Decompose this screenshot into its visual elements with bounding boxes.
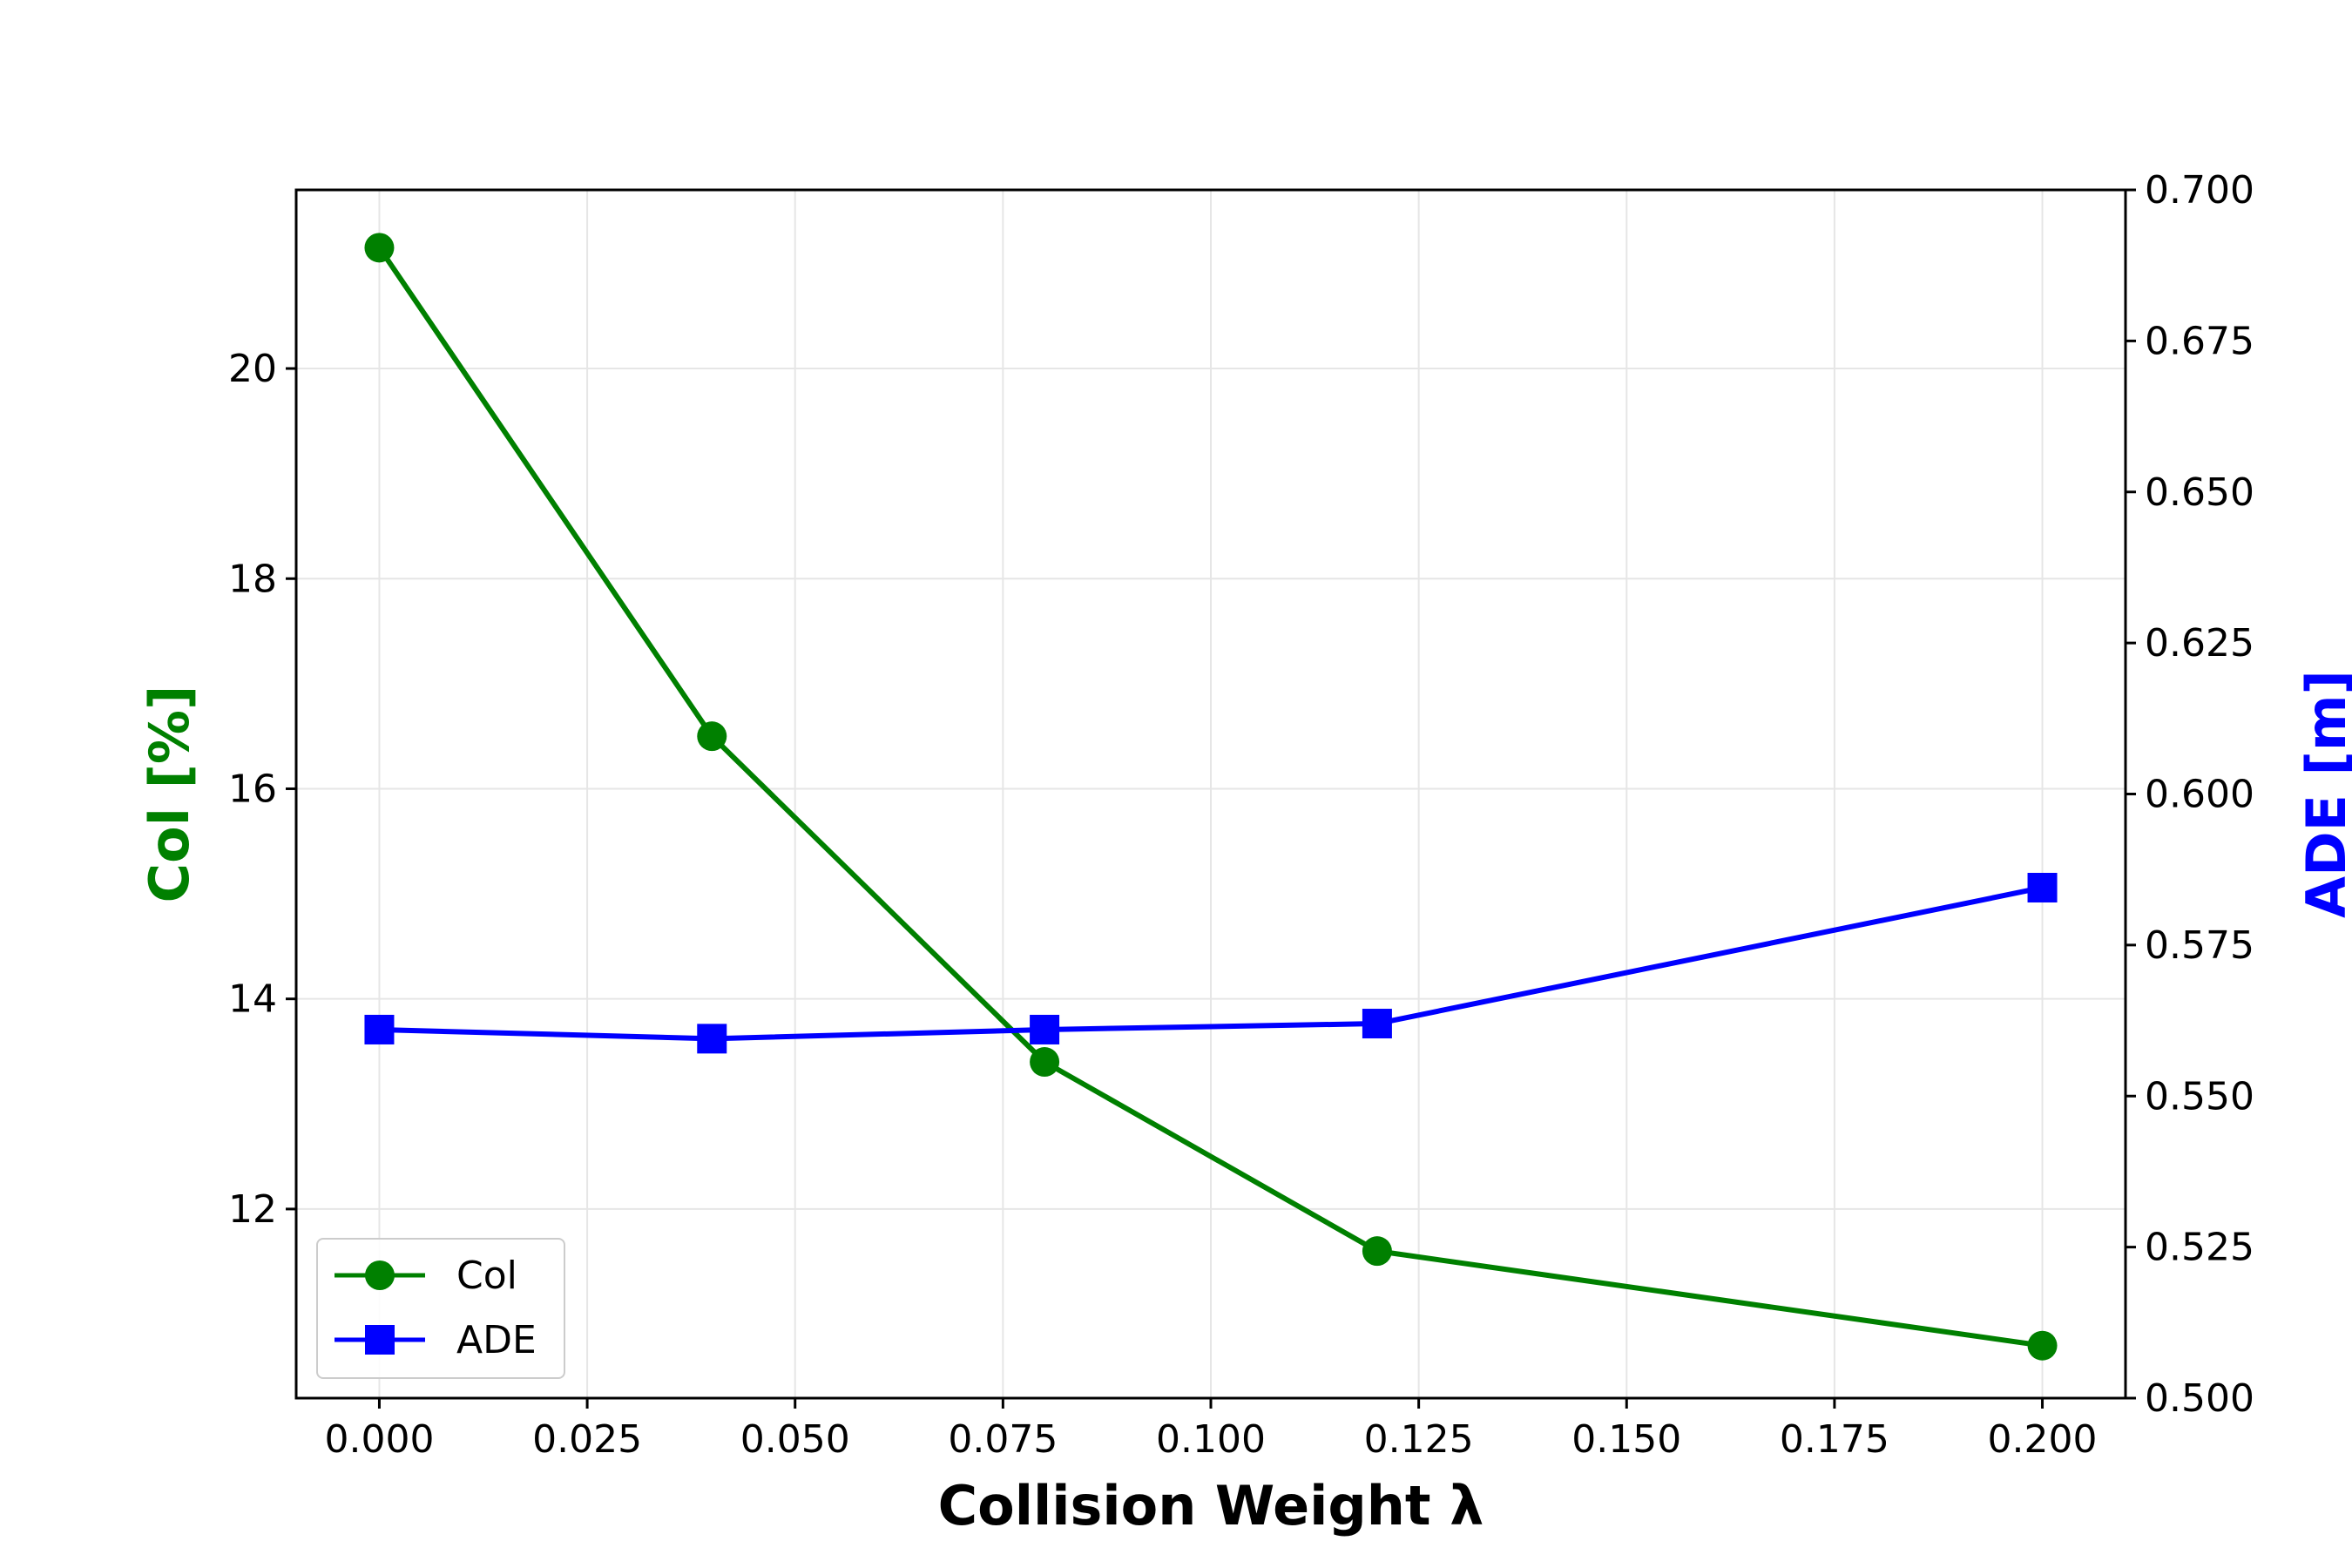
series-markers xyxy=(364,233,2058,1361)
x-tick-label: 0.050 xyxy=(740,1417,850,1462)
data-point-col xyxy=(1030,1047,1060,1078)
data-point-ade xyxy=(2027,872,2058,902)
legend-label-ade: ADE xyxy=(456,1318,537,1362)
x-tick-label: 0.075 xyxy=(948,1417,1058,1462)
y-right-tick-label: 0.650 xyxy=(2145,470,2254,515)
data-point-col xyxy=(697,721,727,752)
y-right-tick-label: 0.575 xyxy=(2145,923,2254,968)
axis-ticks: 0.000 0.025 0.050 0.075 0.100 0.125 0.150 0.175… xyxy=(228,168,2254,1462)
x-tick-label: 0.175 xyxy=(1780,1417,1889,1462)
legend-marker-ade xyxy=(365,1325,395,1355)
y-right-axis-title: ADE [m] xyxy=(2295,670,2352,918)
y-left-tick-label: 18 xyxy=(228,557,277,601)
y-right-tick-label: 0.500 xyxy=(2145,1376,2254,1421)
y-left-axis-title: Col [%] xyxy=(138,686,201,903)
y-right-tick-label: 0.700 xyxy=(2145,168,2254,213)
legend-entry-ade: ADE xyxy=(335,1318,537,1362)
data-point-ade xyxy=(364,1014,395,1044)
y-right-tick-label: 0.525 xyxy=(2145,1226,2254,1270)
legend-entry-col: Col xyxy=(335,1254,517,1298)
data-point-col xyxy=(2027,1330,2058,1361)
y-left-tick-label: 20 xyxy=(228,347,277,391)
x-tick-label: 0.125 xyxy=(1364,1417,1474,1462)
y-left-tick-label: 16 xyxy=(228,767,277,811)
x-tick-label: 0.025 xyxy=(532,1417,642,1462)
data-point-col xyxy=(1362,1236,1392,1267)
y-left-tick-label: 14 xyxy=(228,977,277,1022)
x-axis-title: Collision Weight λ xyxy=(938,1474,1484,1538)
data-point-ade xyxy=(1030,1014,1060,1044)
y-left-tick-label: 12 xyxy=(228,1187,277,1232)
data-point-ade xyxy=(1362,1009,1392,1039)
data-point-ade xyxy=(697,1024,727,1054)
y-right-tick-label: 0.600 xyxy=(2145,773,2254,817)
data-point-col xyxy=(364,233,395,263)
legend: Col ADE xyxy=(316,1238,565,1379)
y-right-tick-label: 0.550 xyxy=(2145,1074,2254,1119)
x-tick-label: 0.000 xyxy=(324,1417,434,1462)
y-right-tick-label: 0.625 xyxy=(2145,621,2254,666)
x-tick-label: 0.100 xyxy=(1156,1417,1266,1462)
x-tick-label: 0.150 xyxy=(1571,1417,1681,1462)
y-right-tick-label: 0.675 xyxy=(2145,319,2254,363)
x-tick-label: 0.200 xyxy=(1988,1417,2098,1462)
grid xyxy=(296,190,2126,1398)
legend-label-col: Col xyxy=(456,1254,517,1298)
legend-marker-col xyxy=(365,1260,395,1290)
